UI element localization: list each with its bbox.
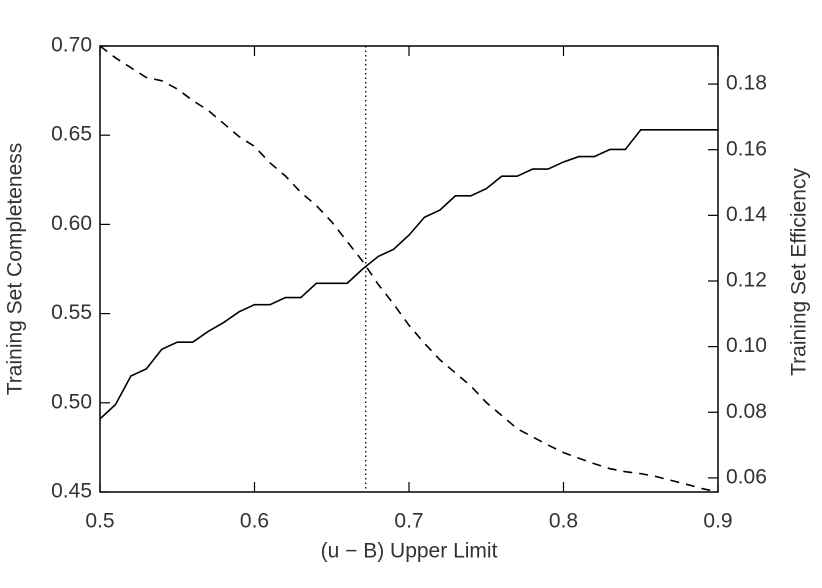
y-tick-label: 0.50 xyxy=(51,390,92,413)
x-tick-label: 0.9 xyxy=(703,510,732,533)
plot-frame xyxy=(99,45,719,493)
x-tick-label: 0.8 xyxy=(549,510,578,533)
y2-tick-label: 0.18 xyxy=(726,72,767,95)
y2-tick-label: 0.10 xyxy=(726,334,767,357)
y-tick-label: 0.55 xyxy=(51,301,92,324)
y-tick-label: 0.70 xyxy=(51,34,92,57)
x-tick-label: 0.6 xyxy=(240,510,269,533)
y-tick-label: 0.45 xyxy=(51,480,92,503)
x-tick-label: 0.7 xyxy=(394,510,423,533)
y-axis-label: Training Set Completeness xyxy=(4,143,27,396)
y2-tick-label: 0.16 xyxy=(726,137,767,160)
x-axis-label: (u − B) Upper Limit xyxy=(321,540,498,563)
y2-tick-label: 0.06 xyxy=(726,465,767,488)
y-tick-label: 0.60 xyxy=(51,212,92,235)
data-line xyxy=(99,45,719,493)
y2-tick-label: 0.14 xyxy=(726,203,767,226)
y2-axis-label: Training Set Efficiency xyxy=(788,168,811,376)
y2-tick-label: 0.12 xyxy=(726,269,767,292)
x-tick-label: 0.5 xyxy=(85,510,114,533)
y-tick-label: 0.65 xyxy=(51,123,92,146)
y2-tick-label: 0.08 xyxy=(726,400,767,423)
data-line xyxy=(99,129,718,420)
